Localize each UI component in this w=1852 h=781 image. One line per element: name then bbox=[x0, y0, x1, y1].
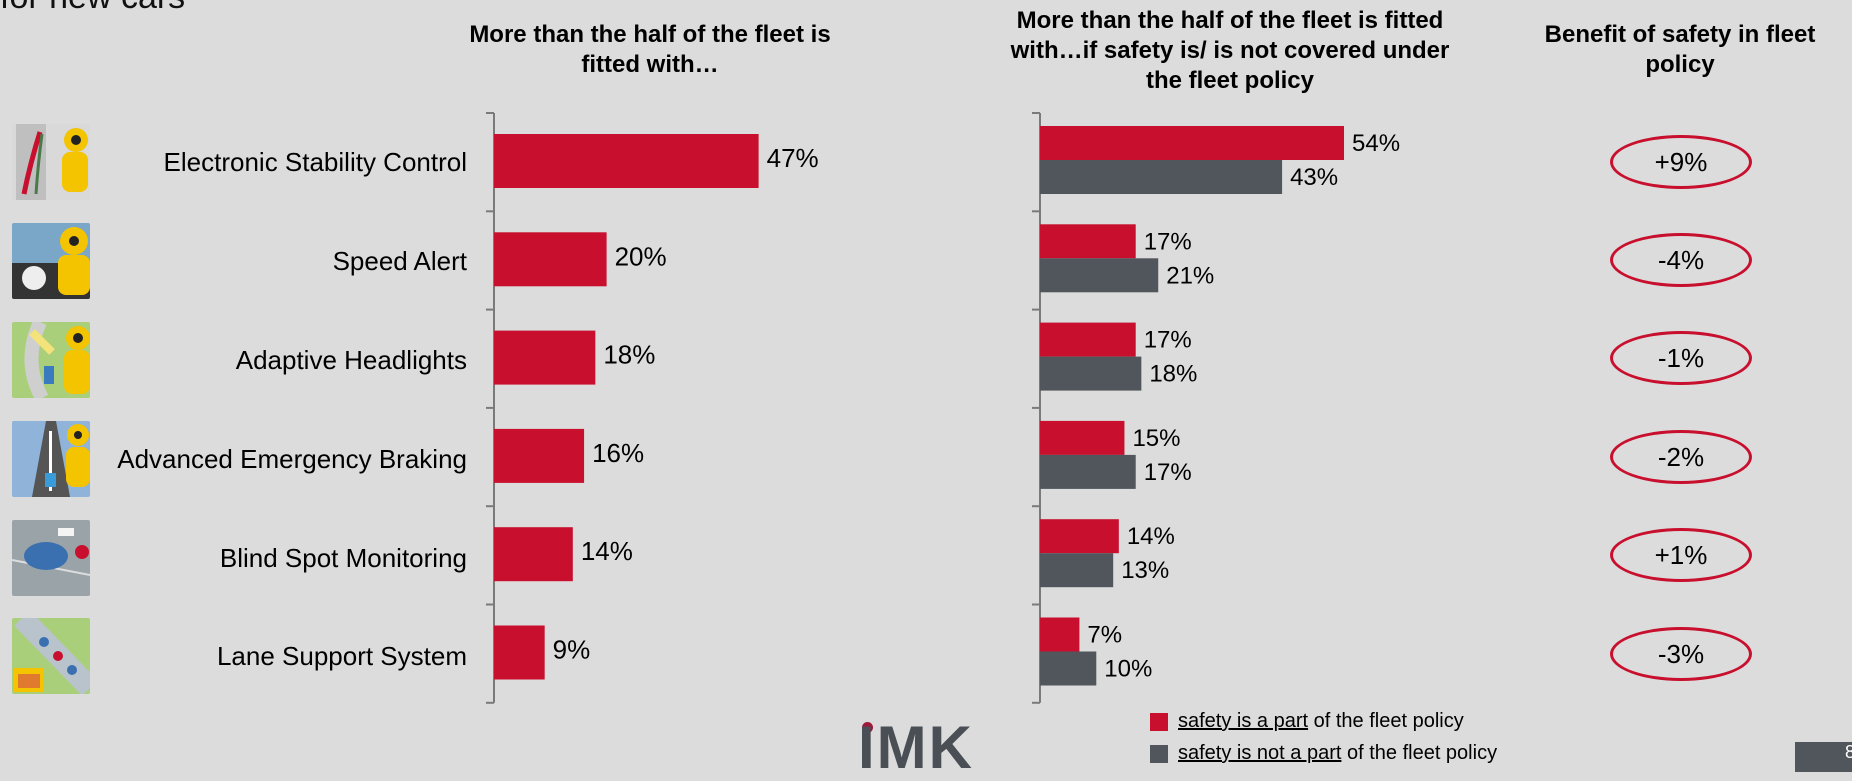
page-number: 8 bbox=[1795, 742, 1852, 772]
benefit-oval-esc: +9% bbox=[1610, 135, 1752, 189]
chart2-bar-not-part-label: 10% bbox=[1104, 656, 1152, 683]
chart1-bar bbox=[494, 527, 573, 582]
legend-not-part-underlined: safety is not a part bbox=[1178, 742, 1342, 764]
bar-charts: 47% 20% 18% 16% 14% 9% 54% 17% 17% 15% 14% 7% 43% 21%… bbox=[486, 112, 1400, 704]
chart2-bar-part bbox=[1040, 224, 1136, 259]
row-label-adaptive-headlights: Adaptive Headlights bbox=[235, 345, 467, 375]
chart2-bar-not-part bbox=[1040, 454, 1136, 489]
row-label-blind-spot: Blind Spot Monitoring bbox=[219, 543, 467, 573]
chart2-bar-not-part bbox=[1040, 356, 1142, 391]
chart2-bar-part bbox=[1040, 519, 1119, 554]
chart2-bar-not-part bbox=[1040, 258, 1159, 293]
chart2-bar-part-label: 17% bbox=[1144, 327, 1192, 354]
legend-swatch-not-part bbox=[1150, 744, 1168, 763]
benefit-oval-adaptive-headlights: -1% bbox=[1610, 331, 1752, 385]
chart2-bar-part bbox=[1040, 126, 1345, 160]
imk-logo: IMK bbox=[858, 714, 974, 781]
chart2-bar-not-part-label: 13% bbox=[1121, 557, 1169, 584]
slide-title-fragment: for new cars bbox=[0, 0, 185, 17]
legend-part-rest: of the fleet policy bbox=[1308, 710, 1464, 732]
legend-not-part-rest: of the fleet policy bbox=[1341, 742, 1498, 764]
chart1-value-label: 14% bbox=[581, 536, 633, 566]
chart2-bar-part-label: 54% bbox=[1352, 130, 1400, 157]
row-label-speed-alert: Speed Alert bbox=[332, 246, 467, 276]
chart2-bar-part-label: 15% bbox=[1132, 425, 1180, 452]
chart2-bar-not-part-label: 21% bbox=[1166, 262, 1214, 289]
row-label-emergency-braking: Advanced Emergency Braking bbox=[117, 444, 467, 474]
chart1-value-label: 20% bbox=[615, 241, 667, 271]
chart2-bar-part bbox=[1040, 617, 1080, 652]
esc-icon bbox=[12, 124, 90, 200]
chart2-bar-not-part bbox=[1040, 651, 1097, 686]
chart2-bar-not-part-label: 43% bbox=[1290, 164, 1338, 191]
blind-spot-icon bbox=[12, 520, 90, 596]
chart2-bar-part bbox=[1040, 420, 1125, 455]
benefit-column-title: Benefit of safety in fleet policy bbox=[1544, 21, 1816, 78]
chart2-bar-not-part-label: 17% bbox=[1144, 459, 1192, 486]
chart1-bar bbox=[494, 134, 759, 188]
chart1-bar bbox=[494, 232, 607, 287]
chart2-bar-part-label: 7% bbox=[1087, 622, 1122, 649]
chart2-bar-not-part-label: 18% bbox=[1149, 361, 1197, 388]
chart1-bar bbox=[494, 625, 545, 680]
chart1-value-label: 16% bbox=[592, 438, 644, 468]
chart2-bar-part-label: 17% bbox=[1144, 228, 1192, 255]
row-label-esc: Electronic Stability Control bbox=[163, 147, 467, 177]
chart2-bar-not-part bbox=[1040, 553, 1114, 588]
chart1-value-label: 47% bbox=[767, 143, 819, 173]
emergency-braking-icon bbox=[12, 421, 90, 497]
benefit-oval-blind-spot: +1% bbox=[1610, 528, 1752, 582]
chart2-bar-part-label: 14% bbox=[1127, 523, 1175, 550]
chart1-bar bbox=[494, 428, 585, 483]
chart2-bar-not-part bbox=[1040, 160, 1283, 194]
chart1-value-label: 9% bbox=[553, 635, 591, 665]
chart2-bar-part bbox=[1040, 322, 1136, 357]
legend-item-part: safety is a part of the fleet policy bbox=[1150, 710, 1464, 733]
chart1-title: More than the half of the fleet is fitte… bbox=[469, 21, 831, 78]
chart2-title: More than the half of the fleet is fitte… bbox=[1010, 7, 1450, 94]
lane-support-icon bbox=[12, 618, 90, 694]
benefit-oval-lane-support: -3% bbox=[1610, 627, 1752, 681]
benefit-oval-emergency-braking: -2% bbox=[1610, 430, 1752, 484]
legend-item-not-part: safety is not a part of the fleet policy bbox=[1150, 742, 1497, 765]
chart1-value-label: 18% bbox=[603, 340, 655, 370]
headlights-icon bbox=[12, 322, 90, 398]
row-label-lane-support: Lane Support System bbox=[216, 641, 467, 671]
legend-part-underlined: safety is a part bbox=[1178, 710, 1309, 732]
legend-swatch-part bbox=[1150, 712, 1168, 731]
benefit-oval-speed-alert: -4% bbox=[1610, 233, 1752, 287]
speed-alert-icon bbox=[12, 223, 90, 299]
chart1-bar bbox=[494, 330, 596, 385]
logo-dot bbox=[862, 722, 873, 733]
